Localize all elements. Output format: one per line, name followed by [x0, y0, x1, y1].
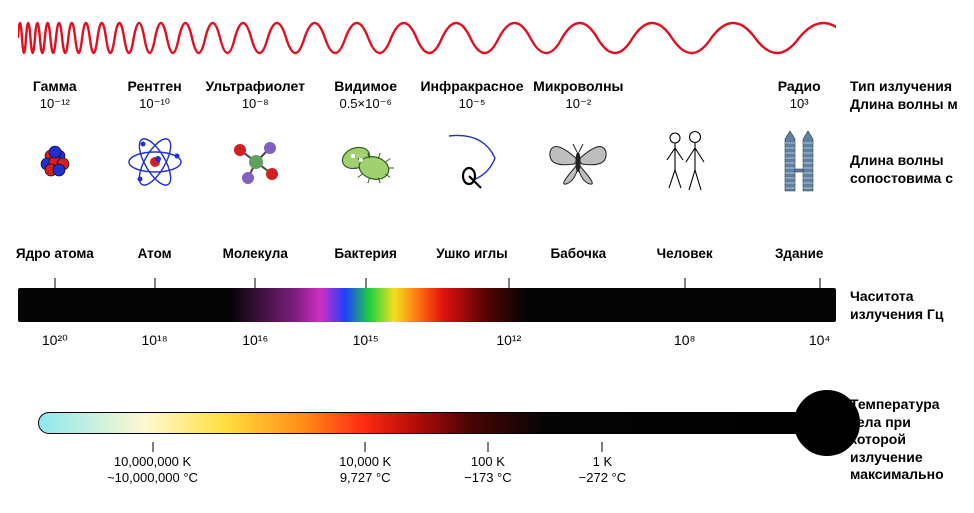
wavelength-val: 10⁻⁵	[420, 96, 523, 112]
temp-tick	[365, 442, 366, 452]
freq-tick	[255, 278, 256, 288]
label-wl: Длина волны м	[850, 96, 970, 114]
scale-name: Бабочка	[551, 246, 607, 261]
wavelength-val: 10⁻¹²	[33, 96, 77, 112]
nucleus-icon	[12, 128, 98, 196]
wavelength-val: 0.5×10⁻⁶	[334, 96, 397, 112]
freq-label: 10¹⁸	[142, 332, 168, 348]
freq-label: 10¹⁶	[242, 332, 268, 348]
temp-label: 10,000 K9,727 °C	[339, 454, 391, 487]
bacteria-icon	[323, 128, 409, 196]
scale-name: Бактерия	[334, 246, 397, 261]
scale-names-row: Ядро атома Атом Молекула Бактерия Ушко иглы Б…	[18, 246, 836, 266]
building-icon	[756, 128, 842, 196]
wavelength-val: 10⁻¹⁰	[128, 96, 182, 112]
type-name: Радио	[778, 78, 821, 94]
radiation-type-row: Гамма 10⁻¹² Рентген 10⁻¹⁰ Ультрафиолет 10⁻…	[18, 78, 836, 118]
thermometer: 10,000,000 K~10,000,000 °C10,000 K9,727 …	[38, 404, 856, 442]
type-col: Гамма 10⁻¹²	[33, 78, 77, 112]
temp-tick	[152, 442, 153, 452]
label-type: Тип излучения	[850, 78, 970, 96]
type-name: Видимое	[334, 78, 397, 94]
freq-label: 10⁴	[809, 332, 831, 348]
temp-label: 10,000,000 K~10,000,000 °C	[107, 454, 198, 487]
temp-tick	[602, 442, 603, 452]
frequency-spectrum: 10²⁰10¹⁸10¹⁶10¹⁵10¹²10⁸10⁴	[18, 288, 836, 322]
wavelength-val: 10⁻⁸	[205, 96, 305, 112]
thermo-bulb	[794, 390, 860, 456]
temp-tick	[487, 442, 488, 452]
freq-label: 10⁸	[674, 332, 695, 348]
freq-tick	[684, 278, 685, 288]
label-temp: Температура тела при которой излучение м…	[850, 396, 970, 484]
freq-label: 10¹²	[496, 332, 521, 348]
type-col: Рентген 10⁻¹⁰	[128, 78, 182, 112]
freq-tick	[365, 278, 366, 288]
atom-icon	[112, 128, 198, 196]
freq-tick	[154, 278, 155, 288]
type-col: Видимое 0.5×10⁻⁶	[334, 78, 397, 112]
freq-label: 10²⁰	[42, 332, 68, 349]
scale-name: Здание	[775, 246, 824, 261]
em-wave	[18, 4, 836, 72]
type-name: Инфракрасное	[420, 78, 523, 94]
type-name: Микроволны	[533, 78, 623, 94]
type-col: Микроволны 10⁻²	[533, 78, 623, 112]
needle-eye-icon	[429, 128, 515, 196]
type-name: Рентген	[128, 78, 182, 94]
scale-name: Молекула	[223, 246, 288, 261]
type-col: Радио 10³	[778, 78, 821, 111]
label-freq: Часитота излучения Гц	[850, 288, 970, 323]
freq-tick	[54, 278, 55, 288]
freq-tick	[508, 278, 509, 288]
wavelength-val: 10⁻²	[533, 96, 623, 112]
label-comp: Длина волны сопостовима с	[850, 152, 970, 187]
type-col: Ультрафиолет 10⁻⁸	[205, 78, 305, 112]
scale-name: Атом	[138, 246, 172, 261]
scale-name: Ядро атома	[16, 246, 94, 261]
type-name: Гамма	[33, 78, 77, 94]
type-col: Инфракрасное 10⁻⁵	[420, 78, 523, 112]
icons-row	[18, 128, 836, 198]
temp-label: 1 K−272 °C	[579, 454, 626, 487]
wavelength-val: 10³	[778, 96, 821, 111]
human-icon	[642, 128, 728, 196]
scale-name: Ушко иглы	[436, 246, 507, 261]
type-name: Ультрафиолет	[205, 78, 305, 94]
freq-label: 10¹⁵	[353, 332, 379, 348]
scale-name: Человек	[657, 246, 713, 261]
freq-tick	[819, 278, 820, 288]
molecule-icon	[212, 128, 298, 196]
butterfly-icon	[535, 128, 621, 196]
temp-label: 100 K−173 °C	[464, 454, 511, 487]
